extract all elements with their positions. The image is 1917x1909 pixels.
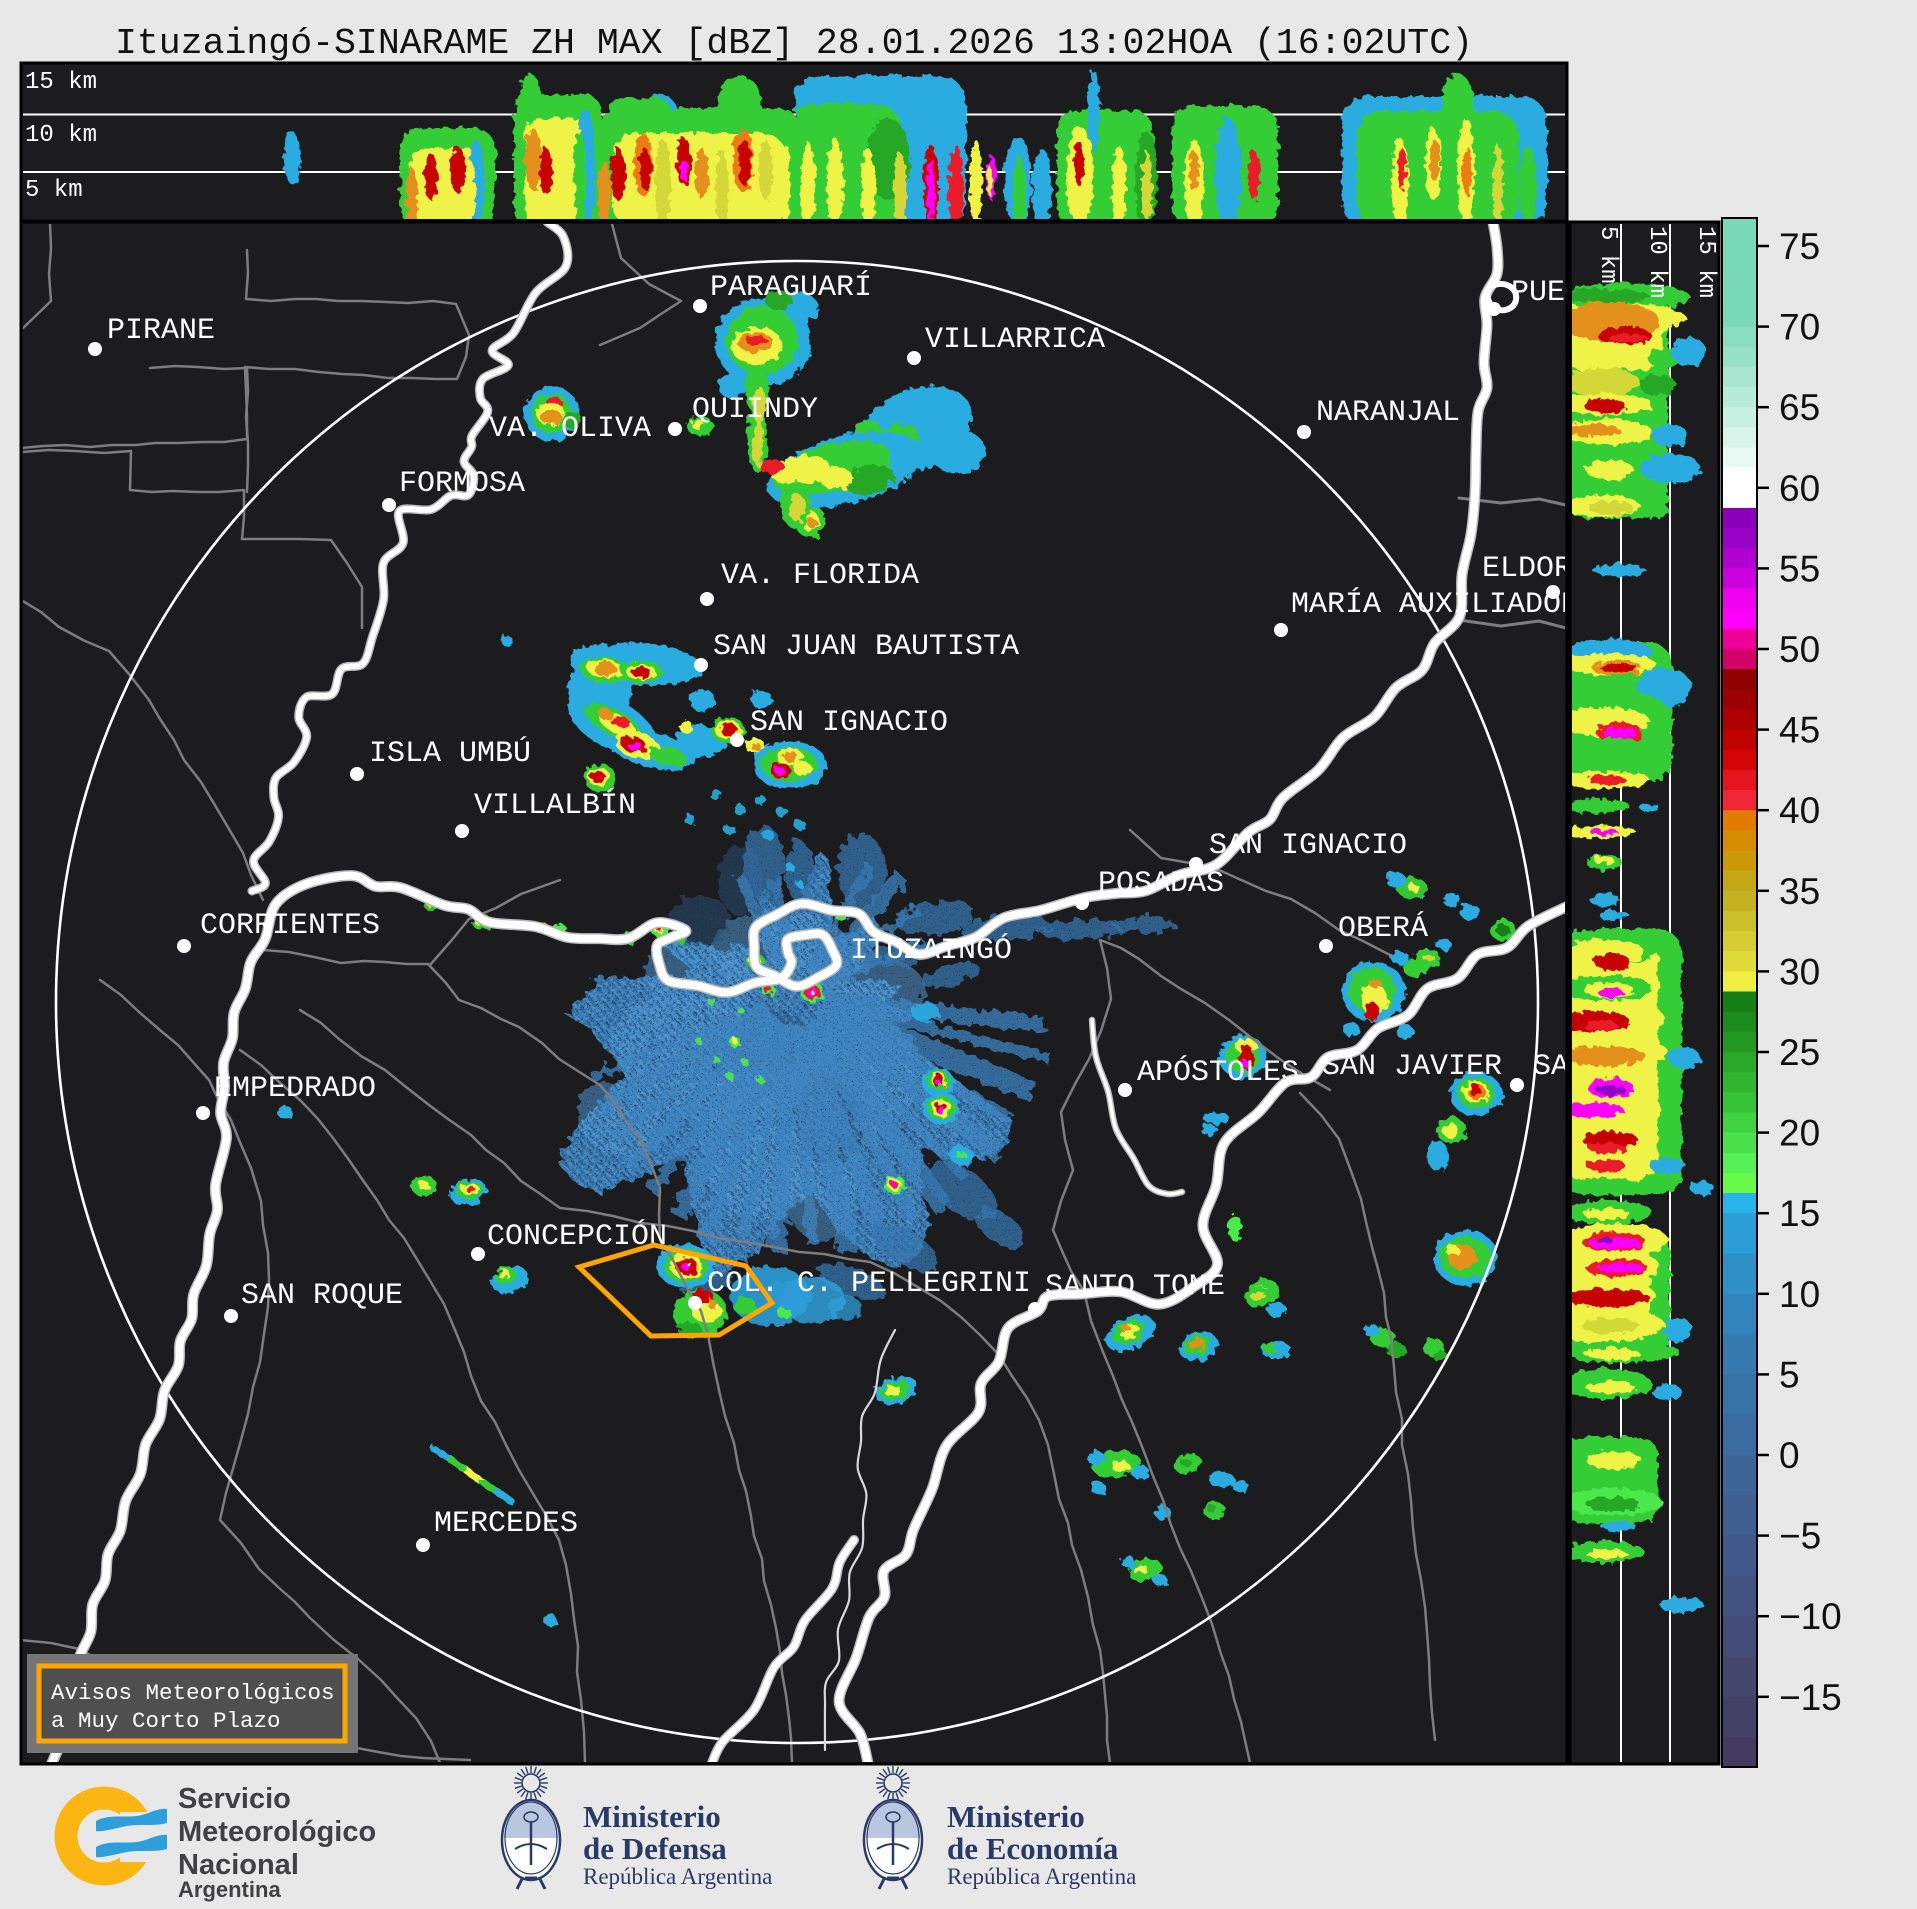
svg-text:PARAGUARÍ: PARAGUARÍ [710,270,872,305]
svg-text:ELDORADO: ELDORADO [1482,552,1626,586]
svg-text:VILLARRICA: VILLARRICA [925,323,1105,357]
svg-text:0: 0 [1779,1435,1800,1476]
svg-text:5 km: 5 km [1594,226,1621,284]
svg-text:10 km: 10 km [25,122,97,149]
svg-text:VA. OLIVA: VA. OLIVA [489,412,651,446]
svg-text:15: 15 [1779,1193,1820,1234]
svg-text:QUIINDY: QUIINDY [692,393,818,427]
svg-text:20: 20 [1779,1113,1820,1154]
svg-text:a Muy Corto Plazo: a Muy Corto Plazo [51,1708,281,1734]
svg-text:Argentina: Argentina [178,1877,281,1902]
svg-text:50: 50 [1779,629,1820,670]
svg-text:45: 45 [1779,710,1820,751]
svg-text:República Argentina: República Argentina [583,1864,772,1889]
svg-text:15 km: 15 km [25,69,97,96]
svg-text:Ituzaingó-SINARAME ZH MAX [dBZ: Ituzaingó-SINARAME ZH MAX [dBZ] 28.01.20… [115,23,1473,64]
svg-text:55: 55 [1779,548,1820,589]
svg-text:10 km: 10 km [1643,226,1670,298]
svg-text:Nacional: Nacional [178,1849,299,1881]
svg-text:ITUZAINGÓ: ITUZAINGÓ [850,933,1012,968]
svg-text:40: 40 [1779,790,1820,831]
svg-text:−15: −15 [1779,1677,1842,1718]
svg-text:SAN ROQUE: SAN ROQUE [241,1279,403,1313]
svg-text:60: 60 [1779,468,1820,509]
svg-text:SANTO TOMÉ: SANTO TOMÉ [1045,1269,1225,1304]
svg-text:OBERÁ: OBERÁ [1338,911,1428,946]
svg-text:70: 70 [1779,307,1820,348]
svg-text:5: 5 [1779,1354,1800,1395]
svg-text:30: 30 [1779,951,1820,992]
svg-text:EMPEDRADO: EMPEDRADO [214,1072,376,1106]
svg-text:35: 35 [1779,871,1820,912]
svg-text:25: 25 [1779,1032,1820,1073]
svg-text:75: 75 [1779,226,1820,267]
svg-text:MERCEDES: MERCEDES [434,1507,578,1541]
svg-text:10: 10 [1779,1274,1820,1315]
svg-text:5 km: 5 km [25,177,83,204]
svg-text:PUERTO RICO: PUERTO RICO [1511,276,1709,310]
svg-text:ISLA UMBÚ: ISLA UMBÚ [369,736,531,771]
svg-text:SANTIAGO: SANTIAGO [1533,1050,1677,1084]
svg-text:PIRANE: PIRANE [107,314,215,348]
svg-text:SAN JAVIER: SAN JAVIER [1322,1050,1502,1084]
svg-text:65: 65 [1779,387,1820,428]
svg-text:de Defensa: de Defensa [583,1831,727,1866]
svg-text:Meteorológico: Meteorológico [178,1816,376,1848]
svg-text:15 km: 15 km [1692,226,1719,298]
svg-text:SAN IGNACIO: SAN IGNACIO [750,706,948,740]
svg-text:VA. FLORIDA: VA. FLORIDA [721,559,919,593]
svg-text:NARANJAL: NARANJAL [1316,396,1460,430]
svg-text:Servicio: Servicio [178,1783,291,1815]
svg-text:SAN IGNACIO: SAN IGNACIO [1209,829,1407,863]
svg-text:de Economía: de Economía [947,1831,1119,1866]
svg-text:Avisos Meteorológicos: Avisos Meteorológicos [51,1680,335,1706]
svg-text:Ministerio: Ministerio [583,1799,721,1834]
svg-text:POSADAS: POSADAS [1098,867,1224,901]
svg-text:APÓSTOLES: APÓSTOLES [1137,1055,1299,1090]
svg-text:VILLALBÍN: VILLALBÍN [474,788,636,823]
svg-text:MARÍA AUXILIADORA: MARÍA AUXILIADORA [1291,587,1597,622]
svg-text:Ministerio: Ministerio [947,1799,1085,1834]
svg-text:CORRIENTES: CORRIENTES [200,909,380,943]
svg-text:FORMOSA: FORMOSA [399,467,525,501]
svg-text:−10: −10 [1779,1596,1842,1637]
svg-text:República Argentina: República Argentina [947,1864,1136,1889]
svg-text:−5: −5 [1779,1516,1821,1557]
svg-text:SAN JUAN BAUTISTA: SAN JUAN BAUTISTA [713,630,1019,664]
